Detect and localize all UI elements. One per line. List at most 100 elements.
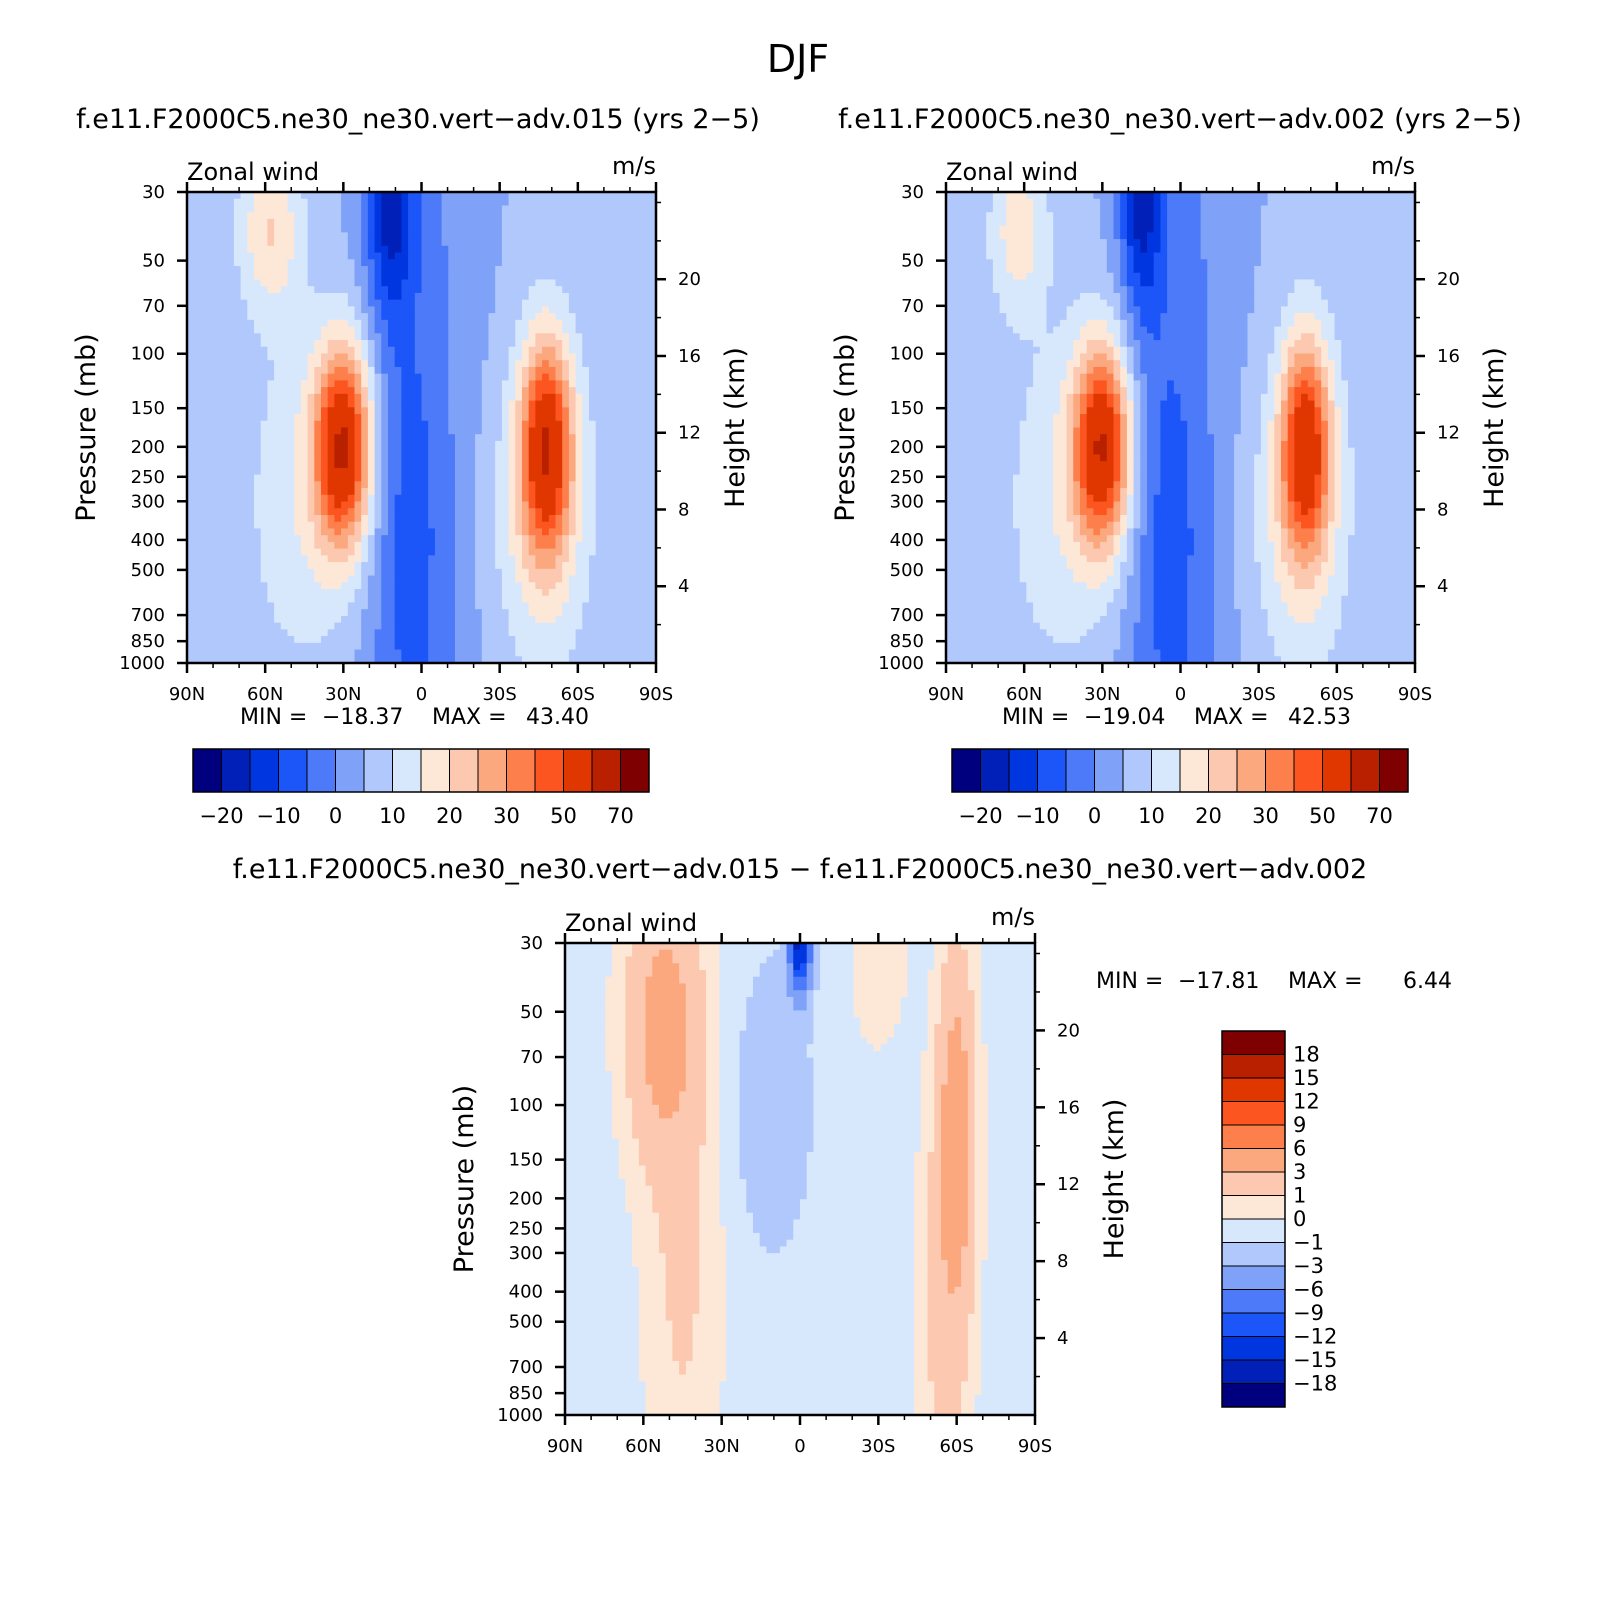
field-cell bbox=[562, 205, 570, 213]
field-cell bbox=[381, 346, 389, 355]
field-cell bbox=[307, 541, 315, 550]
field-cell bbox=[280, 232, 289, 240]
field-cell bbox=[307, 400, 315, 408]
field-cell bbox=[213, 245, 222, 254]
field-cell bbox=[354, 609, 362, 617]
field-cell bbox=[280, 192, 289, 200]
field-cell bbox=[414, 622, 423, 630]
field-cell bbox=[321, 481, 329, 489]
field-cell bbox=[374, 434, 382, 442]
field-cell bbox=[334, 461, 342, 469]
field-cell bbox=[187, 494, 195, 503]
field-cell bbox=[280, 427, 289, 435]
field-cell bbox=[388, 622, 396, 630]
field-cell bbox=[548, 474, 557, 482]
field-cell bbox=[200, 198, 208, 207]
field-cell bbox=[555, 380, 563, 388]
field-cell bbox=[193, 555, 201, 563]
field-cell bbox=[595, 454, 603, 462]
field-cell bbox=[575, 393, 583, 402]
field-cell bbox=[622, 286, 630, 294]
field-cell bbox=[361, 387, 369, 395]
field-cell bbox=[448, 333, 456, 341]
field-cell bbox=[213, 266, 222, 274]
field-cell bbox=[609, 319, 617, 328]
field-cell bbox=[193, 340, 201, 348]
field-cell bbox=[595, 622, 603, 630]
field-cell bbox=[542, 232, 550, 240]
field-cell bbox=[213, 588, 222, 597]
field-cell bbox=[233, 414, 242, 422]
field-cell bbox=[307, 629, 315, 637]
field-cell bbox=[642, 461, 650, 469]
field-cell bbox=[468, 252, 476, 260]
field-cell bbox=[367, 649, 376, 657]
field-cell bbox=[401, 467, 409, 476]
field-cell bbox=[515, 461, 523, 469]
field-cell bbox=[321, 346, 329, 355]
field-cell bbox=[475, 340, 483, 348]
field-cell bbox=[548, 366, 557, 375]
field-cell bbox=[381, 447, 389, 456]
field-cell bbox=[414, 488, 423, 496]
field-cell bbox=[615, 272, 624, 281]
x-tick-label: 30N bbox=[325, 684, 361, 705]
field-cell bbox=[401, 488, 409, 496]
field-cell bbox=[508, 393, 516, 402]
field-cell bbox=[528, 649, 536, 657]
field-cell bbox=[260, 555, 268, 563]
field-cell bbox=[488, 393, 496, 402]
field-cell bbox=[354, 535, 362, 543]
field-cell bbox=[475, 514, 483, 523]
field-cell bbox=[635, 380, 644, 388]
field-cell bbox=[455, 521, 463, 530]
field-cell bbox=[475, 636, 483, 644]
field-cell bbox=[374, 420, 382, 429]
field-cell bbox=[428, 360, 436, 368]
field-cell bbox=[609, 225, 617, 233]
field-cell bbox=[367, 656, 376, 664]
field-cell bbox=[535, 279, 543, 287]
field-cell bbox=[354, 494, 362, 503]
field-cell bbox=[193, 508, 201, 516]
field-cell bbox=[394, 212, 402, 220]
field-cell bbox=[468, 642, 476, 651]
field-cell bbox=[522, 501, 530, 509]
field-cell bbox=[361, 299, 369, 307]
field-cell bbox=[542, 326, 550, 334]
field-cell bbox=[280, 346, 289, 355]
field-cell bbox=[421, 602, 429, 610]
field-cell bbox=[501, 380, 510, 388]
field-cell bbox=[589, 521, 597, 530]
field-cell bbox=[535, 420, 543, 429]
field-cell bbox=[300, 252, 309, 260]
field-cell bbox=[247, 400, 255, 408]
field-cell bbox=[321, 272, 329, 281]
field-cell bbox=[260, 440, 268, 449]
field-cell bbox=[488, 555, 496, 563]
field-cell bbox=[233, 380, 242, 388]
field-cell bbox=[274, 360, 282, 368]
field-cell bbox=[287, 286, 295, 294]
field-cell bbox=[314, 434, 322, 442]
field-cell bbox=[635, 360, 644, 368]
field-cell bbox=[367, 488, 376, 496]
field-cell bbox=[475, 366, 483, 375]
field-cell bbox=[602, 198, 610, 207]
field-cell bbox=[421, 508, 429, 516]
field-cell bbox=[227, 373, 235, 381]
field-cell bbox=[347, 595, 356, 604]
field-cell bbox=[401, 420, 409, 429]
field-cell bbox=[589, 326, 597, 334]
season-title: DJF bbox=[767, 37, 829, 81]
field-cell bbox=[381, 198, 389, 207]
field-cell bbox=[562, 656, 570, 664]
field-cell bbox=[642, 393, 650, 402]
field-cell bbox=[414, 447, 423, 456]
field-cell bbox=[649, 366, 657, 375]
field-cell bbox=[528, 488, 536, 496]
field-cell bbox=[488, 286, 496, 294]
field-cell bbox=[327, 292, 335, 301]
field-cell bbox=[307, 326, 315, 334]
field-cell bbox=[361, 562, 369, 570]
